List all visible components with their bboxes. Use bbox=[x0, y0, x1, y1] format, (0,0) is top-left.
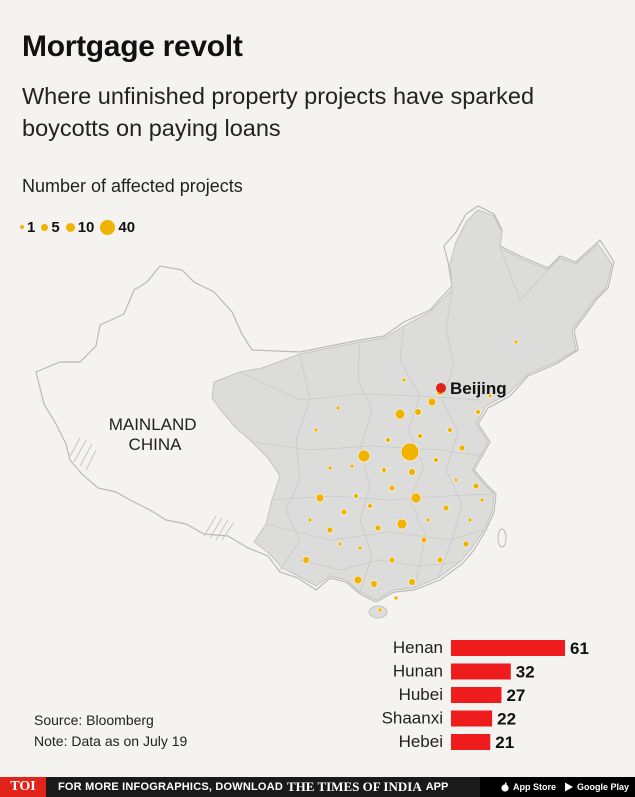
project-bubble bbox=[408, 578, 416, 586]
capital-marker bbox=[436, 383, 446, 393]
disputed-region-west bbox=[69, 437, 97, 471]
project-bubble bbox=[370, 580, 378, 588]
project-bubble bbox=[326, 526, 334, 534]
region-label-line: MAINLAND bbox=[109, 415, 197, 434]
footer-bar: TOI FOR MORE INFOGRAPHICS, DOWNLOAD THE … bbox=[0, 777, 635, 797]
app-store-label: App Store bbox=[512, 782, 556, 792]
app-store-link[interactable]: App Store bbox=[500, 782, 556, 792]
footer-promo: FOR MORE INFOGRAPHICS, DOWNLOAD bbox=[58, 781, 283, 793]
project-bubble bbox=[396, 518, 408, 530]
project-bubble bbox=[313, 427, 319, 433]
project-bubble bbox=[393, 595, 399, 601]
note-line: Note: Data as on July 19 bbox=[34, 733, 188, 749]
project-bubble bbox=[340, 508, 348, 516]
region-label-line: CHINA bbox=[129, 435, 183, 454]
project-bubble bbox=[335, 405, 341, 411]
capital-label: Beijing bbox=[450, 379, 507, 398]
play-icon bbox=[564, 782, 573, 792]
project-bubble bbox=[349, 463, 355, 469]
project-bubble bbox=[442, 504, 450, 512]
project-bubble bbox=[447, 427, 453, 433]
legend-dot bbox=[65, 222, 75, 232]
store-links: App Store Google Play bbox=[479, 777, 635, 797]
province-boundaries bbox=[239, 247, 549, 593]
legend-label: 5 bbox=[51, 218, 60, 236]
legend-title: Number of affected projects bbox=[22, 176, 243, 196]
project-bubble bbox=[374, 524, 382, 532]
project-bubble bbox=[427, 397, 437, 407]
project-bubble bbox=[475, 409, 481, 415]
project-bubble bbox=[388, 556, 396, 564]
project-bubble bbox=[302, 556, 310, 564]
project-bubble bbox=[472, 482, 480, 490]
legend-dot bbox=[41, 223, 49, 231]
project-bubble bbox=[367, 503, 373, 509]
google-play-link[interactable]: Google Play bbox=[564, 782, 629, 792]
project-bubble bbox=[385, 437, 391, 443]
project-bubble bbox=[467, 517, 473, 523]
region-label: MAINLAND CHINA bbox=[109, 415, 202, 454]
legend-item-1: 1 bbox=[20, 219, 35, 236]
project-bubble bbox=[315, 493, 325, 503]
project-bubble bbox=[479, 497, 485, 503]
project-bubble bbox=[400, 442, 420, 462]
legend-label: 10 bbox=[77, 218, 95, 236]
project-bubble bbox=[417, 433, 423, 439]
project-bubble bbox=[401, 377, 407, 383]
hainan-island bbox=[368, 605, 388, 619]
footer-app: APP bbox=[425, 781, 449, 793]
project-bubble bbox=[414, 408, 422, 416]
project-bubble bbox=[436, 556, 444, 564]
project-bubble bbox=[410, 492, 422, 504]
legend-dot bbox=[20, 225, 24, 229]
project-bubble bbox=[377, 607, 383, 613]
project-bubble bbox=[353, 493, 359, 499]
project-bubble bbox=[462, 540, 470, 548]
legend-dot bbox=[100, 219, 116, 235]
project-bubble bbox=[425, 517, 431, 523]
project-bubble bbox=[453, 477, 459, 483]
project-bubble bbox=[337, 541, 343, 547]
project-bubble bbox=[513, 339, 519, 345]
legend-label: 1 bbox=[27, 218, 36, 236]
project-bubble bbox=[394, 408, 406, 420]
taiwan-island bbox=[497, 528, 507, 548]
surveyed-region bbox=[211, 209, 613, 601]
source-note: Source: Bloomberg Note: Data as on July … bbox=[34, 710, 187, 752]
disputed-region-east bbox=[203, 515, 235, 541]
toi-logo[interactable]: TOI bbox=[0, 777, 46, 797]
project-bubbles bbox=[302, 339, 519, 613]
project-bubble bbox=[420, 536, 428, 544]
legend-item-40: 40 bbox=[100, 219, 135, 236]
project-bubble bbox=[357, 449, 371, 463]
footer-brand: THE TIMES OF INDIA bbox=[286, 779, 422, 794]
apple-icon bbox=[501, 782, 509, 792]
project-bubble bbox=[381, 467, 387, 473]
source-line: Source: Bloomberg bbox=[34, 712, 154, 728]
project-bubble bbox=[458, 444, 466, 452]
project-bubble bbox=[433, 457, 439, 463]
project-bubble bbox=[357, 545, 363, 551]
project-bubble bbox=[388, 484, 396, 492]
legend-item-5: 5 bbox=[41, 218, 60, 236]
google-play-label: Google Play bbox=[576, 782, 629, 792]
legend-label: 40 bbox=[118, 218, 136, 236]
chart-title: Mortgage revolt bbox=[22, 30, 243, 63]
project-bubble bbox=[307, 517, 313, 523]
chart-subtitle: Where unfinished property projects have … bbox=[22, 83, 535, 141]
legend-item-10: 10 bbox=[65, 218, 95, 236]
size-legend: 1 5 10 40 bbox=[20, 216, 141, 238]
project-bubble bbox=[353, 575, 363, 585]
project-bubble bbox=[487, 393, 493, 399]
project-bubble bbox=[327, 465, 333, 471]
project-bubble bbox=[408, 468, 416, 476]
